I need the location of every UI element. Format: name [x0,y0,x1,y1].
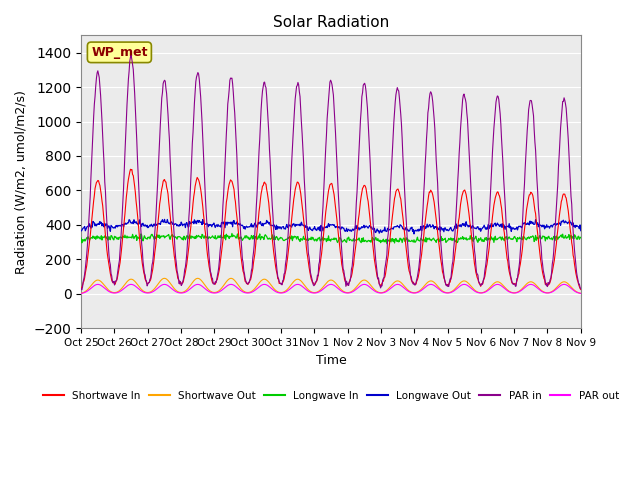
X-axis label: Time: Time [316,354,346,367]
Y-axis label: Radiation (W/m2, umol/m2/s): Radiation (W/m2, umol/m2/s) [15,90,28,274]
Title: Solar Radiation: Solar Radiation [273,15,389,30]
Text: WP_met: WP_met [91,46,148,59]
Legend: Shortwave In, Shortwave Out, Longwave In, Longwave Out, PAR in, PAR out: Shortwave In, Shortwave Out, Longwave In… [38,387,623,405]
